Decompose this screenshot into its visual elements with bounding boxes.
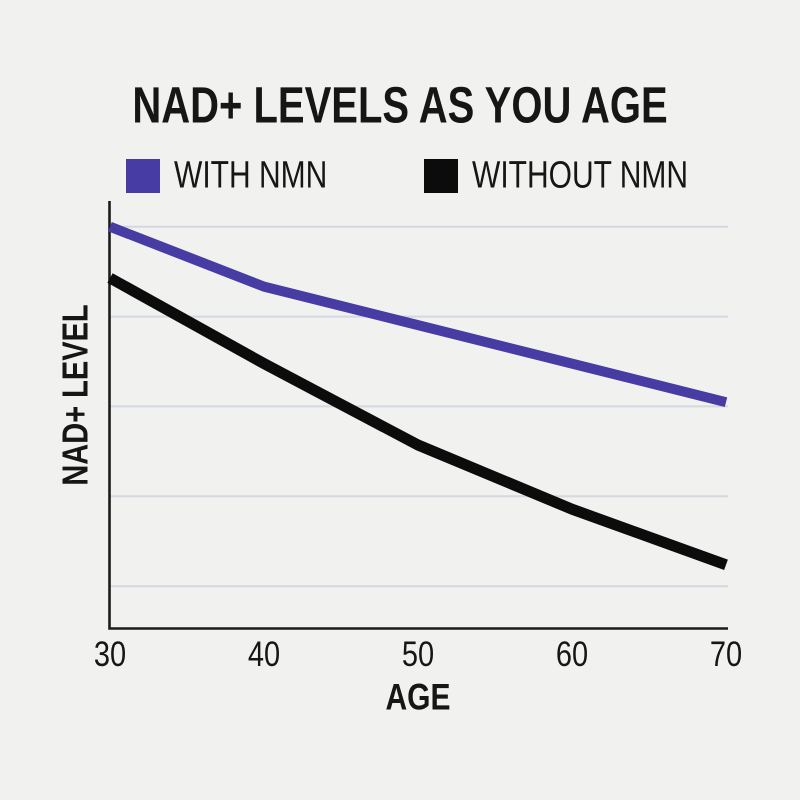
legend-swatch-with-nmn (126, 159, 160, 193)
x-tick-40: 40 (247, 635, 281, 675)
legend-swatch-without-nmn (424, 159, 458, 193)
legend-item-without-nmn: WITHOUT NMN (424, 154, 688, 196)
legend-item-with-nmn: WITH NMN (126, 154, 327, 196)
chart-title: NAD+ LEVELS AS YOU AGE (132, 77, 668, 135)
legend-label-with-nmn: WITH NMN (174, 154, 328, 197)
x-tick-30: 30 (93, 635, 127, 675)
line-without-nmn (107, 273, 728, 570)
x-tick-70: 70 (709, 635, 743, 675)
line-with-nmn (108, 222, 728, 408)
x-tick-50: 50 (401, 635, 435, 675)
x-axis-label: AGE (385, 676, 451, 718)
gridlines (109, 225, 728, 588)
legend-label-without-nmn: WITHOUT NMN (472, 154, 689, 197)
x-tick-60: 60 (555, 635, 589, 675)
y-axis-label: NAD+ LEVEL (56, 304, 96, 486)
axes (108, 201, 728, 630)
